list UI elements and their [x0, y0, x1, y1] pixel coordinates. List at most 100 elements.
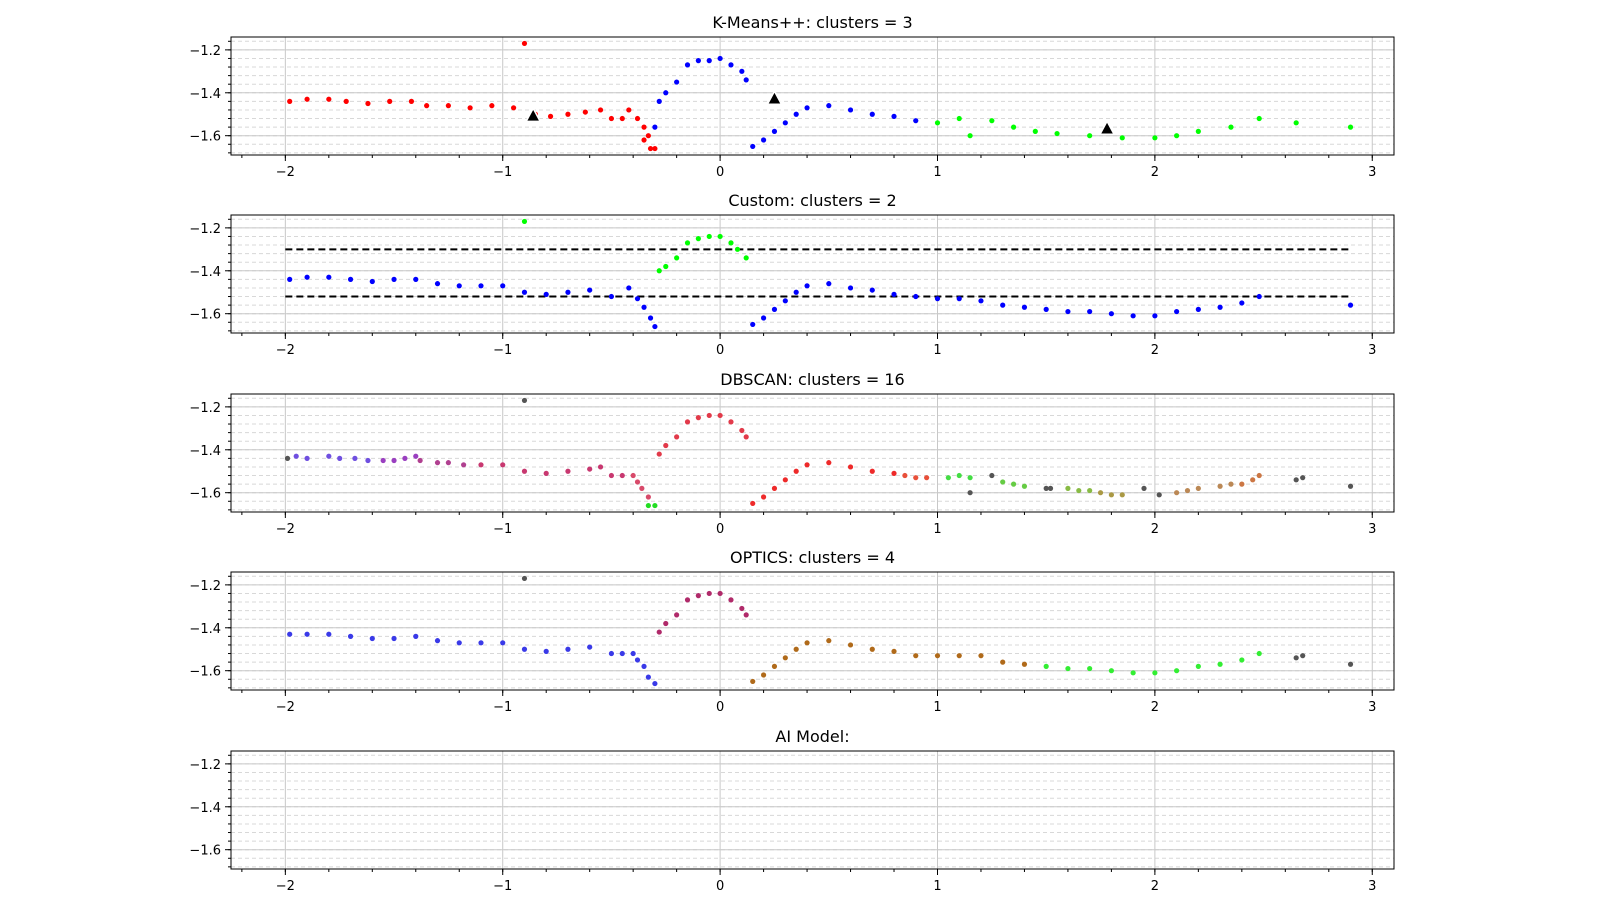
data-point [663, 90, 669, 96]
data-point [1174, 308, 1180, 315]
data-point [728, 240, 734, 246]
series-8 [656, 412, 749, 457]
data-point [1174, 133, 1180, 139]
data-point [967, 133, 973, 139]
data-point [1347, 661, 1354, 667]
data-point [750, 321, 756, 328]
data-point [391, 457, 397, 464]
data-point [1347, 483, 1354, 489]
series-3 [656, 590, 749, 635]
y-tick-label: −1.6 [189, 665, 221, 680]
x-tick-label: −1 [493, 879, 512, 894]
x-tick-label: −2 [276, 165, 295, 180]
major-grid [231, 572, 1394, 690]
data-point [521, 289, 528, 295]
data-point [326, 453, 332, 459]
data-point [1195, 306, 1201, 312]
data-point [978, 653, 984, 659]
x-tick-label: 0 [716, 522, 724, 537]
data-point [287, 276, 293, 282]
data-point [739, 605, 745, 612]
data-point [1141, 485, 1147, 491]
y-tick-label: −1.4 [189, 444, 221, 459]
data-point [695, 415, 701, 421]
data-point [647, 145, 654, 152]
data-point [1130, 670, 1136, 676]
data-point [956, 472, 962, 479]
data-point [913, 475, 919, 481]
series-7 [645, 502, 658, 509]
data-point [1119, 135, 1125, 141]
data-point [793, 646, 799, 652]
data-point [1217, 304, 1223, 310]
data-point [869, 111, 875, 117]
data-point [728, 419, 734, 425]
data-point [326, 631, 332, 637]
data-point [304, 455, 310, 461]
axes-frame [230, 214, 1395, 334]
x-tick-label: 1 [933, 165, 941, 180]
data-point [369, 635, 375, 642]
data-point [1087, 133, 1093, 139]
data-point [1130, 313, 1136, 319]
data-point [634, 296, 641, 302]
data-point [597, 464, 604, 470]
data-point [1087, 665, 1093, 672]
data-point [743, 77, 749, 83]
data-point [543, 291, 549, 297]
data-point [347, 633, 354, 639]
centroid-marker [524, 106, 542, 123]
data-point [489, 103, 495, 109]
data-point [1010, 481, 1017, 487]
y-tick-label: −1.6 [189, 308, 221, 323]
data-point [284, 455, 291, 461]
data-point [1195, 663, 1201, 670]
data-point [750, 143, 756, 150]
data-point [656, 629, 662, 635]
subplot-3: −2 −1 0 1 2 3 −1.2 −1.4 −1.6 DBSCAN: clusters = 1… [189, 370, 1395, 537]
data-point [445, 103, 451, 109]
data-point [304, 96, 310, 102]
data-point [343, 98, 349, 104]
data-point [1076, 487, 1082, 494]
data-point [521, 40, 528, 47]
subplot-title: DBSCAN: clusters = 16 [720, 370, 904, 389]
data-point [1065, 485, 1071, 491]
data-point [1108, 311, 1115, 317]
data-point [717, 590, 723, 597]
data-point [326, 274, 332, 280]
data-point [804, 640, 810, 646]
data-point [826, 281, 832, 287]
data-point [1097, 490, 1104, 496]
data-point [547, 113, 554, 119]
data-point [760, 137, 767, 143]
data-point [304, 274, 310, 280]
data-point [771, 128, 778, 134]
data-point [743, 612, 749, 618]
data-point [587, 466, 593, 472]
data-point [913, 118, 919, 124]
data-point [869, 287, 875, 293]
data-point [608, 293, 615, 300]
data-point [1032, 128, 1038, 134]
data-point [521, 646, 528, 652]
data-point [1300, 653, 1306, 659]
data-point [684, 240, 691, 246]
y-tick-label: −1.4 [189, 87, 221, 102]
data-point [1021, 661, 1028, 667]
data-point [1087, 308, 1093, 315]
data-point [478, 640, 484, 646]
data-point [782, 298, 788, 304]
series-15 [1174, 481, 1234, 496]
x-tick-label: −1 [493, 522, 512, 537]
data-point [734, 246, 741, 252]
data-point [287, 631, 293, 637]
axes-frame [230, 750, 1395, 870]
data-point [434, 638, 441, 644]
data-point [1152, 135, 1158, 141]
data-point [467, 105, 473, 111]
data-point [847, 642, 854, 648]
data-point [1293, 120, 1299, 126]
data-point [434, 460, 441, 466]
data-point [645, 494, 651, 500]
